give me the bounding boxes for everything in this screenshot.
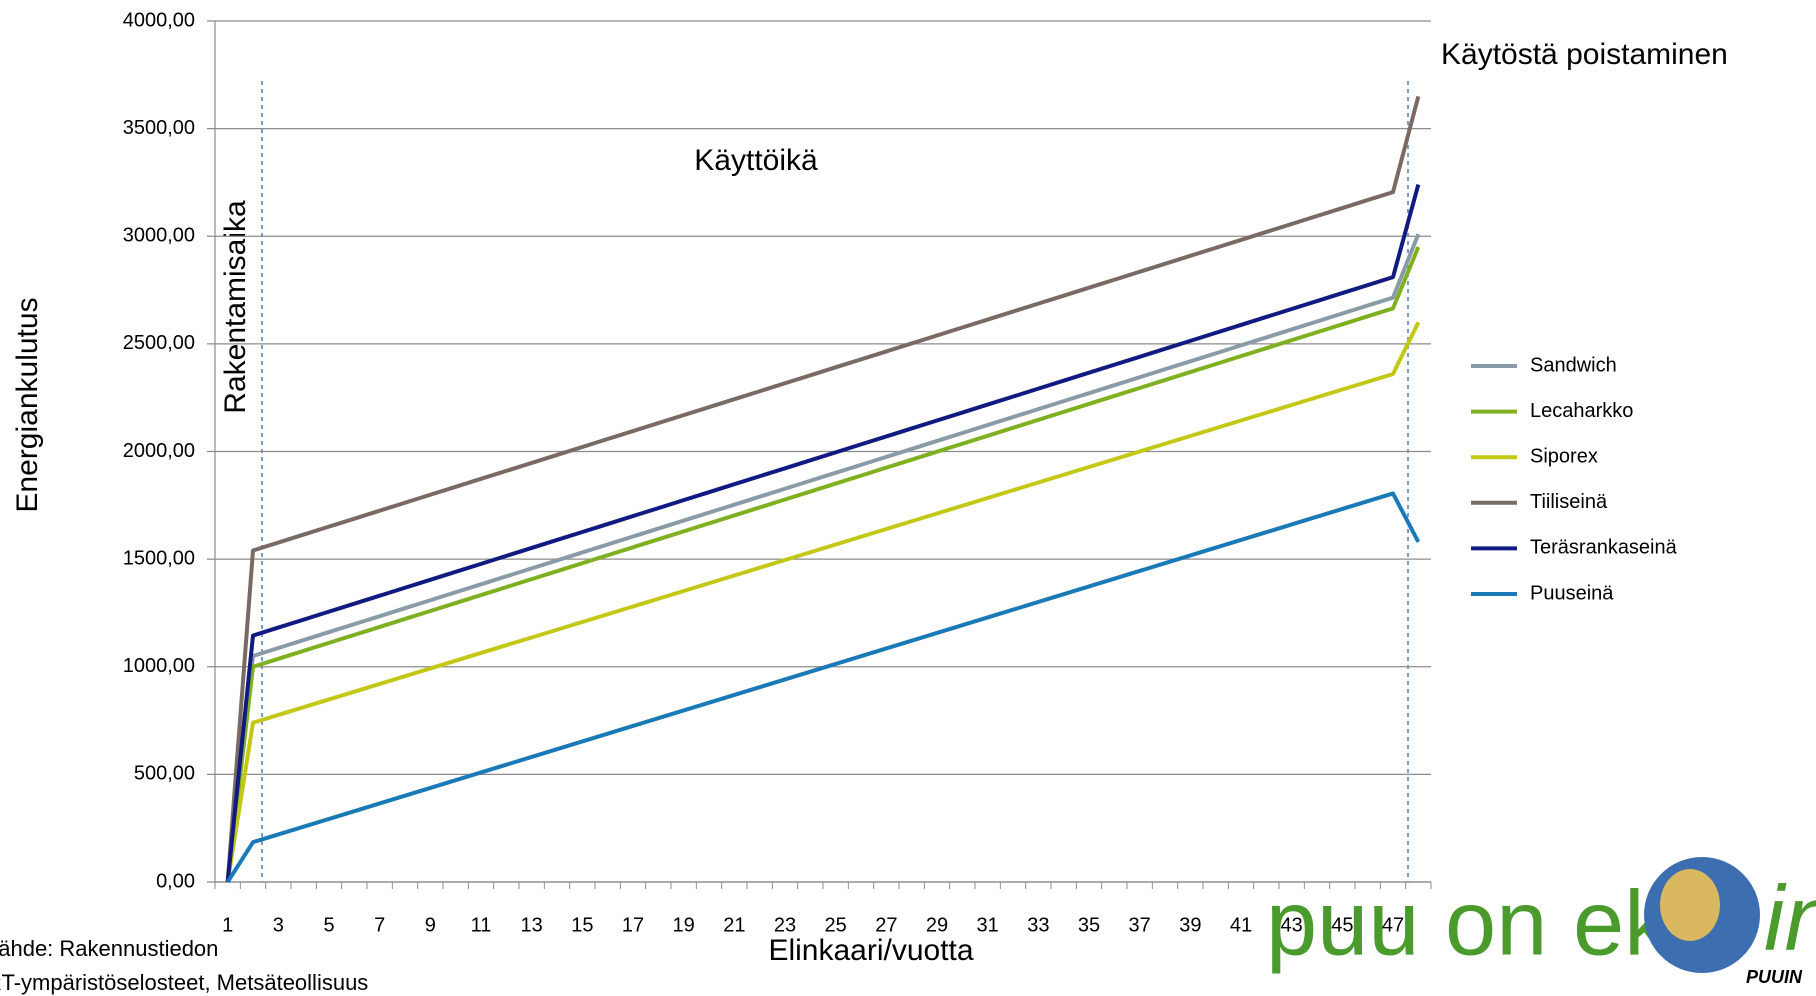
legend-label: Siporex	[1530, 445, 1598, 467]
annotation: Käyttöikä	[694, 144, 818, 177]
logo-text: in	[1764, 867, 1816, 969]
legend-label: Teräsrankaseinä	[1530, 537, 1678, 559]
series-line	[225, 491, 1421, 884]
legend-label: Sandwich	[1530, 354, 1617, 376]
x-tick-label: 11	[471, 914, 492, 936]
x-tick-label: 33	[1027, 914, 1049, 936]
x-tick-label: 47	[1382, 914, 1404, 936]
x-tick-label: 21	[723, 914, 745, 936]
x-tick-label: 31	[977, 914, 999, 936]
x-tick-label: 29	[926, 914, 948, 936]
logo-sub: PUUIN	[1746, 967, 1803, 987]
x-tick-label: 25	[825, 914, 847, 936]
series-line	[225, 233, 1421, 883]
source: RT-ympäristöselosteet, Metsäteollisuus	[0, 970, 368, 995]
y-tick-label: 4000,00	[123, 9, 195, 31]
legend-label: Tiiliseinä	[1530, 491, 1608, 513]
x-tick-label: 27	[875, 914, 897, 936]
x-tick-label: 9	[425, 914, 436, 936]
x-tick-label: 43	[1281, 914, 1303, 936]
x-tick-label: 19	[673, 914, 695, 936]
x-tick-label: 1	[222, 914, 233, 936]
logo-globe	[1660, 869, 1720, 941]
y-tick-label: 1000,00	[123, 655, 195, 677]
x-tick-label: 23	[774, 914, 796, 936]
y-tick-label: 3000,00	[123, 225, 195, 247]
legend-label: Lecaharkko	[1530, 400, 1633, 422]
x-tick-label: 5	[323, 914, 334, 936]
x-tick-label: 45	[1331, 914, 1353, 936]
x-tick-label: 41	[1230, 914, 1252, 936]
series-line	[225, 95, 1421, 883]
annotation: Rakentamisaika	[219, 200, 252, 414]
series-line	[225, 184, 1421, 883]
x-tick-label: 13	[521, 914, 543, 936]
x-tick-label: 39	[1179, 914, 1201, 936]
x-tick-label: 17	[622, 914, 644, 936]
x-tick-label: 35	[1078, 914, 1100, 936]
x-axis-title: Elinkaari/vuotta	[768, 934, 973, 967]
y-axis-title: Energiankulutus	[11, 297, 44, 512]
y-tick-label: 3500,00	[123, 117, 195, 139]
series-line	[225, 321, 1421, 883]
y-tick-label: 0,00	[156, 870, 195, 892]
logo-text: puu on ek	[1266, 872, 1671, 974]
y-tick-label: 2500,00	[123, 332, 195, 354]
series-line	[225, 246, 1421, 883]
annotation: Käytöstä poistaminen	[1441, 38, 1728, 71]
x-tick-label: 7	[374, 914, 385, 936]
y-tick-label: 1500,00	[123, 547, 195, 569]
y-tick-label: 500,00	[134, 763, 195, 785]
x-tick-label: 15	[571, 914, 593, 936]
x-tick-label: 3	[273, 914, 284, 936]
source: Lähde: Rakennustiedon	[0, 936, 218, 961]
x-tick-label: 37	[1129, 914, 1151, 936]
y-tick-label: 2000,00	[123, 440, 195, 462]
legend-label: Puuseinä	[1530, 582, 1614, 604]
